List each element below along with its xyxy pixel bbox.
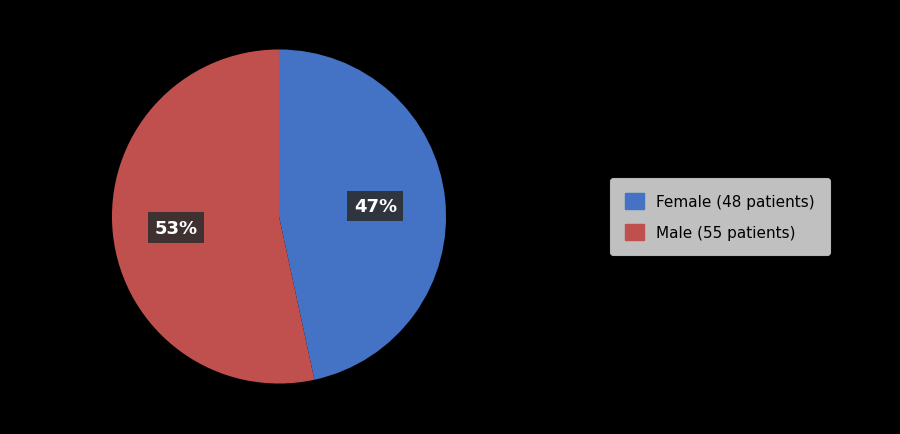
Wedge shape xyxy=(112,50,314,384)
Legend: Female (48 patients), Male (55 patients): Female (48 patients), Male (55 patients) xyxy=(610,178,830,256)
Text: 53%: 53% xyxy=(155,219,198,237)
Text: 47%: 47% xyxy=(354,198,397,216)
Wedge shape xyxy=(279,50,446,380)
